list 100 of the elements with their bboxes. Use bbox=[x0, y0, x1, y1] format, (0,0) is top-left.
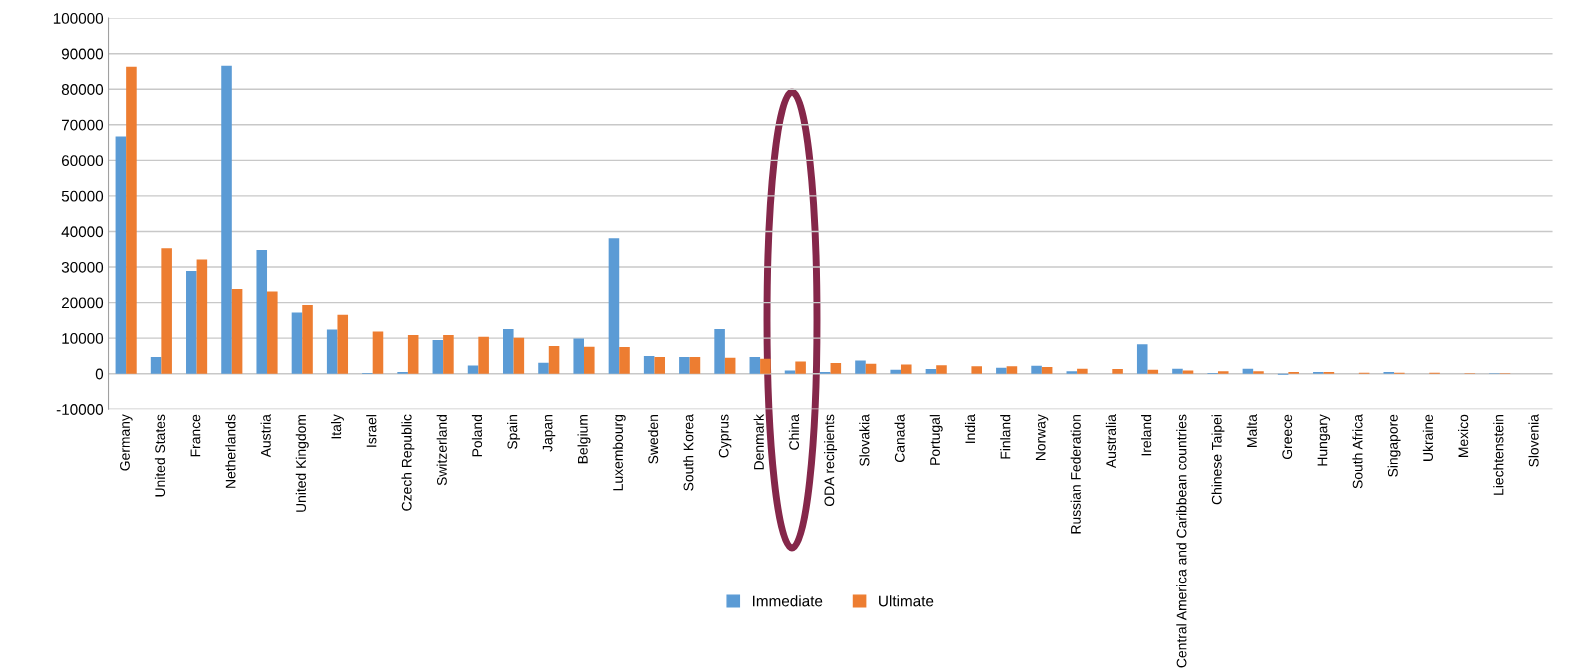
x-tick-label: Central America and Caribbean countries bbox=[1176, 414, 1187, 668]
bar bbox=[503, 328, 514, 374]
x-tick-label: Spain bbox=[507, 415, 521, 449]
bar bbox=[760, 358, 771, 374]
y-tick-label: 90000 bbox=[61, 48, 104, 60]
x-tick-label: Israel bbox=[366, 415, 377, 447]
x-tick-label: United States bbox=[154, 414, 166, 497]
bar bbox=[302, 305, 313, 374]
x-tick-label: Russian Federation bbox=[1070, 415, 1081, 534]
bar bbox=[689, 356, 701, 374]
x-tick-label: Liechtenstein bbox=[1493, 415, 1504, 495]
x-tick-label: United Kingdom bbox=[295, 415, 309, 512]
bar bbox=[643, 355, 655, 374]
y-tick-label: 70000 bbox=[61, 119, 104, 131]
bar bbox=[830, 363, 842, 374]
bar bbox=[971, 366, 982, 374]
x-tick-label: Ukraine bbox=[1422, 414, 1434, 461]
bar bbox=[925, 369, 937, 374]
x-tick-label: Ireland bbox=[1141, 415, 1152, 456]
x-tick-label: Mexico bbox=[1458, 414, 1469, 457]
legend-label: Immediate bbox=[753, 595, 823, 607]
y-tick-label: 10000 bbox=[62, 333, 104, 344]
x-tick-label: Cyprus bbox=[718, 414, 732, 458]
bar bbox=[372, 331, 384, 374]
y-tick-label: 40000 bbox=[61, 226, 104, 238]
bar bbox=[548, 345, 560, 374]
bar bbox=[900, 364, 912, 374]
y-tick-label: 80000 bbox=[61, 84, 104, 95]
x-tick-label: Canada bbox=[894, 414, 905, 463]
bar bbox=[1147, 369, 1159, 374]
x-tick-label: India bbox=[964, 414, 976, 443]
bar bbox=[749, 356, 761, 374]
bar bbox=[608, 238, 620, 374]
x-tick-label: Austria bbox=[260, 414, 271, 458]
x-tick-label: Belgium bbox=[577, 415, 591, 464]
x-tick-label: Norway bbox=[1035, 414, 1049, 461]
x-tick-label: ODA recipients bbox=[824, 414, 838, 507]
y-tick-label: 60000 bbox=[61, 155, 104, 167]
bar bbox=[1066, 371, 1078, 374]
bar bbox=[407, 334, 419, 374]
x-tick-label: Finland bbox=[1000, 415, 1011, 459]
bar bbox=[1136, 344, 1148, 374]
bar bbox=[432, 339, 444, 374]
bar bbox=[890, 369, 901, 374]
bar bbox=[784, 370, 796, 374]
y-tick-label: 50000 bbox=[61, 190, 104, 202]
x-tick-label: China bbox=[788, 414, 800, 450]
x-tick-label: South Korea bbox=[683, 414, 694, 491]
bar bbox=[1182, 370, 1194, 374]
bar bbox=[1006, 366, 1018, 374]
bar bbox=[126, 66, 137, 374]
x-tick-label: Sweden bbox=[647, 415, 659, 464]
bar bbox=[256, 249, 268, 374]
x-tick-label: Italy bbox=[330, 414, 344, 439]
bar bbox=[996, 367, 1007, 374]
y-tick-label: -10000 bbox=[56, 404, 104, 415]
bar bbox=[326, 329, 338, 374]
bar bbox=[1112, 369, 1123, 374]
bar bbox=[186, 270, 197, 374]
bar bbox=[679, 356, 690, 374]
y-tick-label: 100000 bbox=[53, 13, 104, 24]
x-tick-label: Australia bbox=[1105, 414, 1117, 469]
y-tick-label: 0 bbox=[95, 368, 104, 380]
x-tick-label: Slovenia bbox=[1528, 414, 1539, 467]
bar bbox=[1217, 371, 1229, 374]
y-tick-label: 20000 bbox=[61, 297, 104, 309]
y-tick-label: 30000 bbox=[61, 261, 104, 273]
bar bbox=[538, 362, 549, 374]
bar bbox=[221, 65, 232, 374]
bar bbox=[573, 338, 584, 374]
bar bbox=[1253, 371, 1264, 374]
bar bbox=[443, 334, 454, 374]
bar bbox=[1041, 366, 1053, 374]
bar bbox=[654, 356, 666, 374]
bar bbox=[150, 356, 162, 374]
bar bbox=[231, 289, 243, 374]
bar bbox=[291, 312, 303, 374]
x-tick-label: Japan bbox=[542, 415, 556, 452]
bar bbox=[1172, 368, 1183, 374]
legend-label: Ultimate bbox=[879, 595, 934, 607]
x-tick-label: Hungary bbox=[1317, 414, 1331, 466]
x-tick-label: Germany bbox=[120, 414, 133, 471]
x-tick-label: Switzerland bbox=[436, 415, 447, 486]
x-tick-label: Luxembourg bbox=[612, 415, 626, 491]
x-tick-label: Chinese Taipei bbox=[1211, 415, 1225, 505]
bar bbox=[467, 365, 479, 374]
bar bbox=[584, 346, 595, 374]
x-tick-label: Denmark bbox=[753, 414, 764, 470]
x-tick-label: Czech Republic bbox=[401, 414, 415, 511]
x-tick-label: Slovakia bbox=[859, 414, 870, 466]
bar bbox=[161, 248, 172, 374]
bar bbox=[1077, 368, 1088, 374]
x-tick-label: Greece bbox=[1282, 414, 1293, 459]
bar bbox=[619, 347, 630, 374]
bar bbox=[1242, 368, 1254, 374]
bar bbox=[513, 337, 525, 374]
x-tick-label: Netherlands bbox=[225, 414, 236, 488]
x-tick-label: Portugal bbox=[929, 415, 943, 465]
x-tick-label: South Africa bbox=[1352, 414, 1363, 489]
bar bbox=[714, 328, 725, 374]
